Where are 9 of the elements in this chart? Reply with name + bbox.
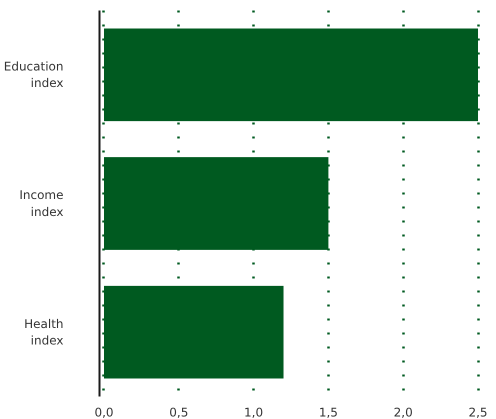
x-tick-label: 2,0 — [394, 406, 413, 419]
x-tick-label: 2,5 — [468, 406, 488, 419]
x-tick-label: 1,5 — [318, 406, 338, 419]
y-tick-label: Education index — [4, 59, 64, 90]
x-tick-label: 0,0 — [94, 406, 114, 419]
y-tick-label: Health index — [24, 316, 64, 348]
x-tick-label: 0,5 — [169, 406, 188, 419]
y-tick-label: Income index — [19, 188, 64, 219]
x-tick-label: 1,0 — [244, 406, 264, 419]
